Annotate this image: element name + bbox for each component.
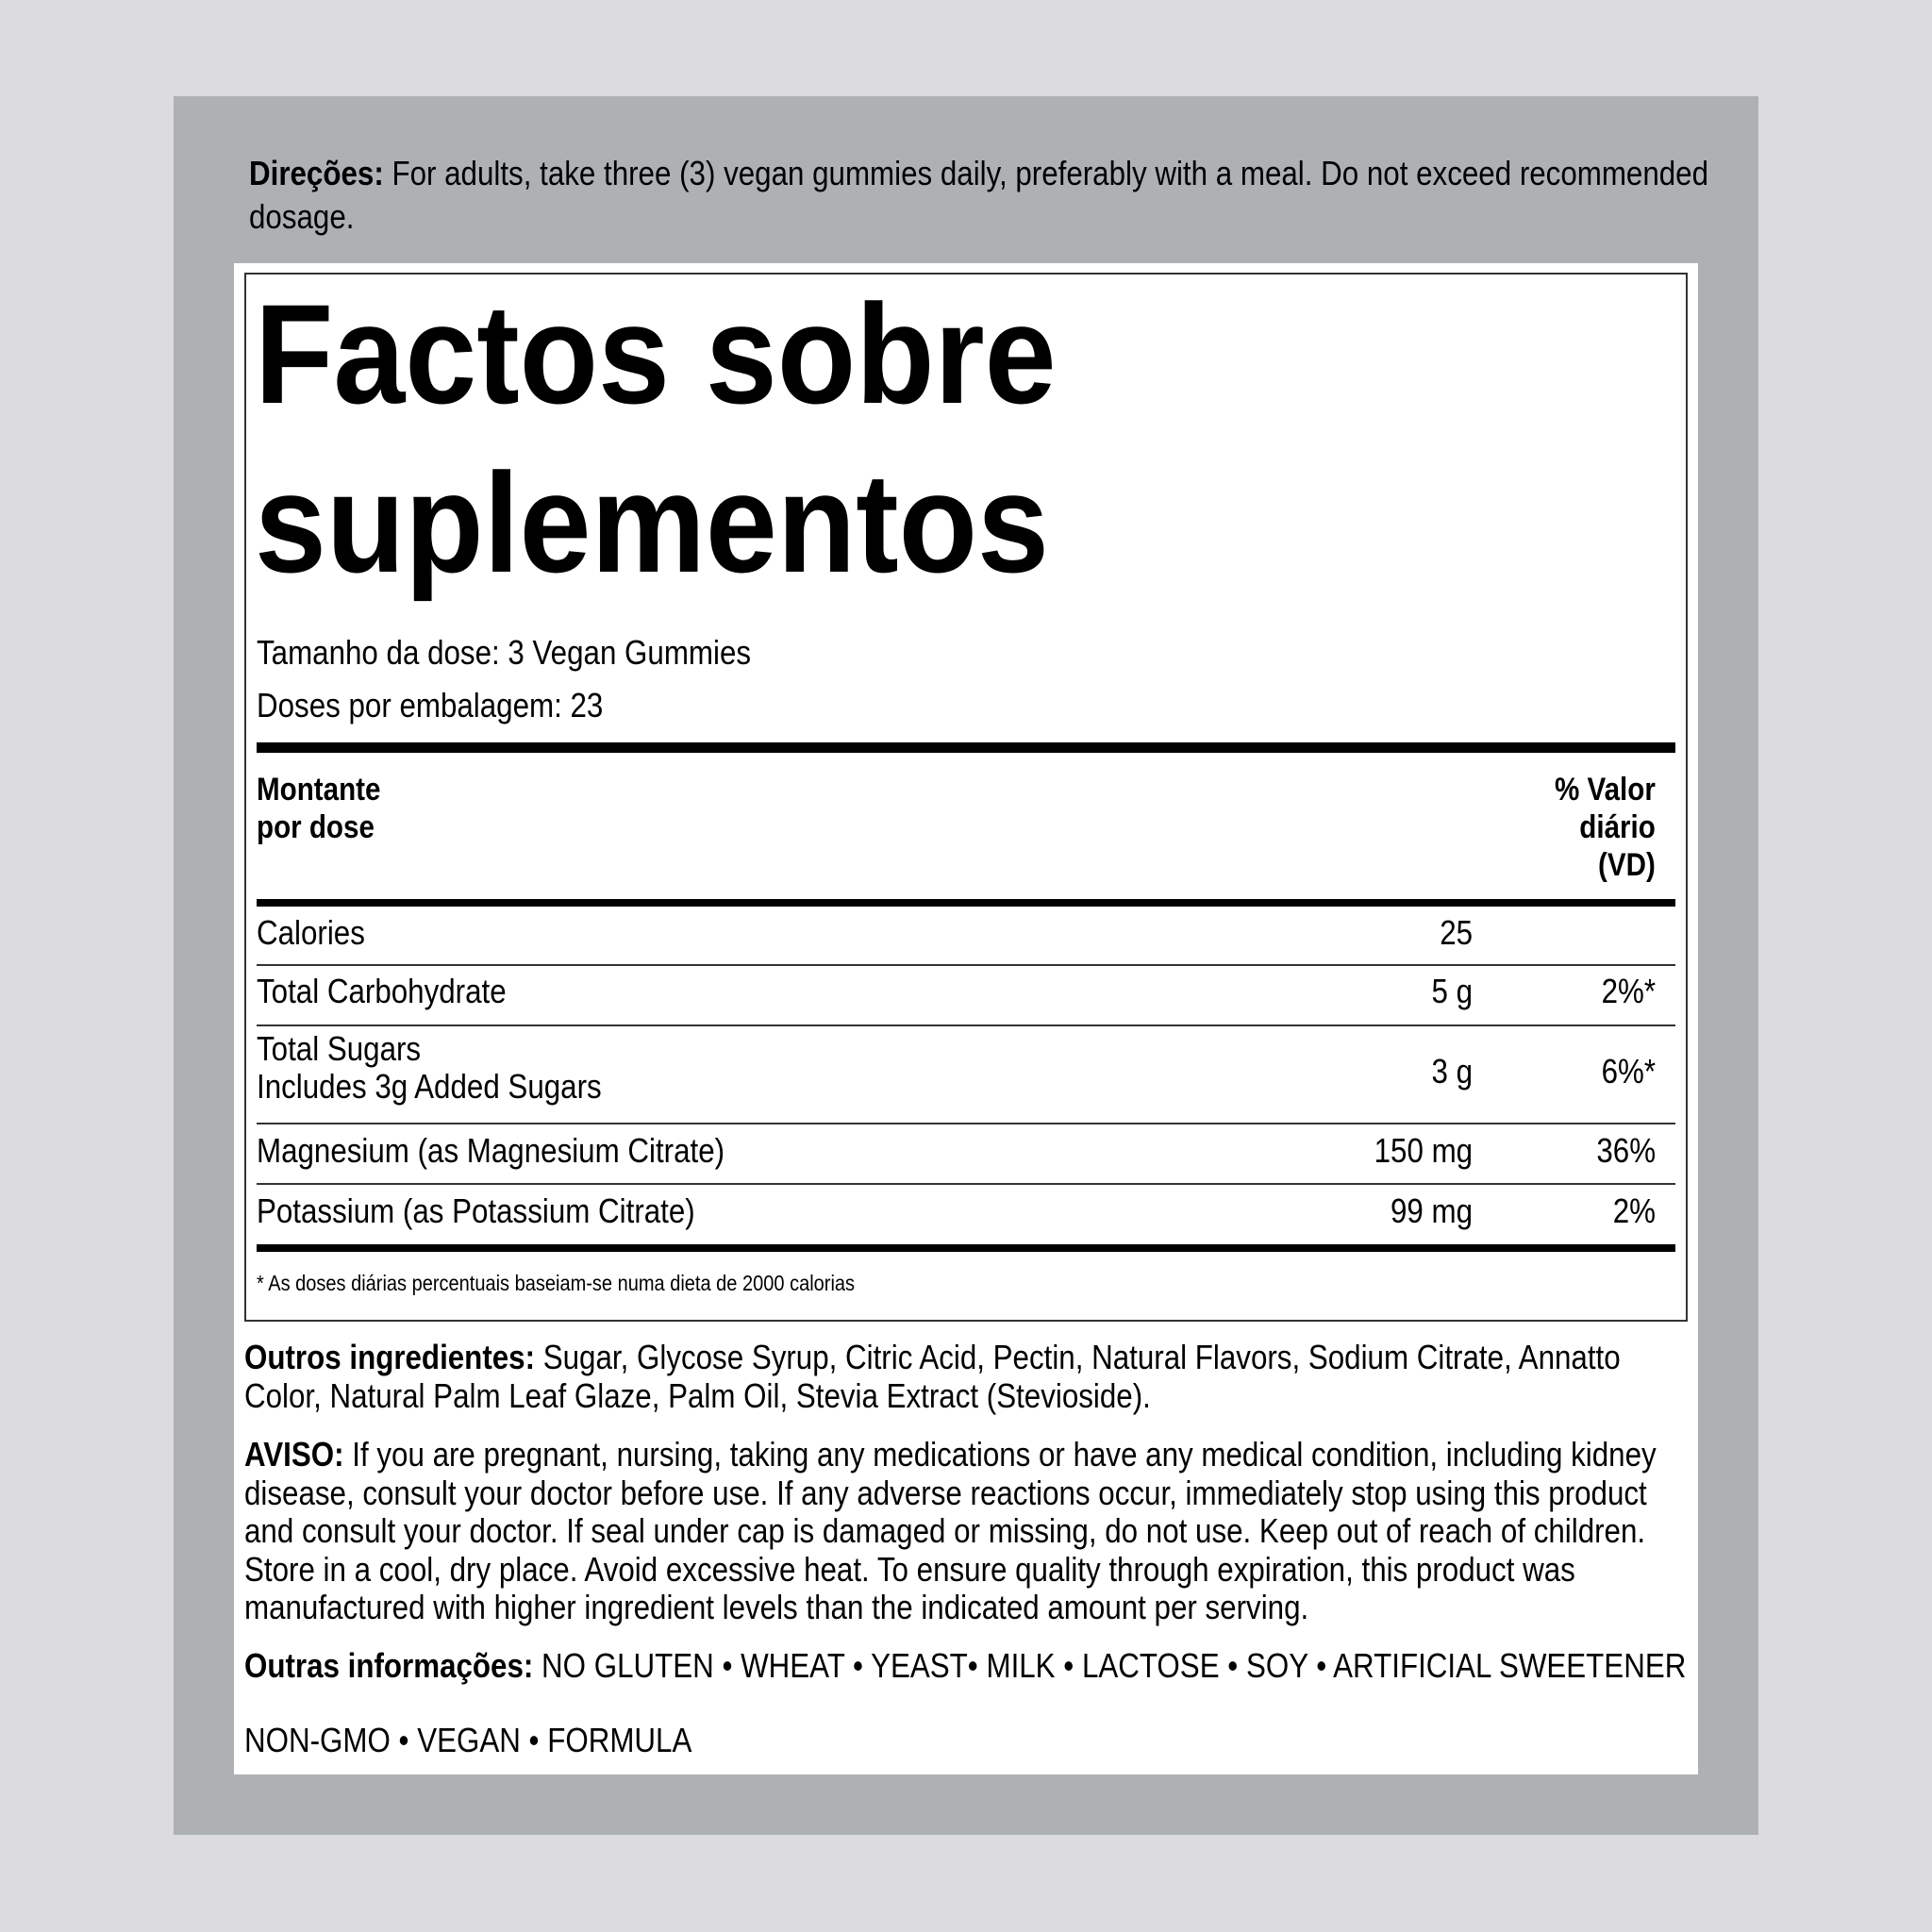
- serving-size: Tamanho da dose: 3 Vegan Gummies: [257, 633, 752, 672]
- nutrient-dv: 36%: [1596, 1131, 1656, 1170]
- label-white-area: [234, 263, 1698, 1774]
- nutrient-name: Total Carbohydrate: [257, 972, 507, 1010]
- supplement-facts-box: [244, 273, 1688, 1322]
- servings-per-container: Doses por embalagem: 23: [257, 686, 604, 724]
- nutrient-amount: 3 g: [1431, 1052, 1473, 1091]
- row-divider: [257, 1183, 1675, 1185]
- facts-title-line1: Factos sobre: [255, 275, 1057, 433]
- directions: Direções: For adults, take three (3) veg…: [249, 152, 1726, 239]
- nutrient-amount: 150 mg: [1374, 1131, 1473, 1170]
- warning: AVISO: If you are pregnant, nursing, tak…: [244, 1435, 1684, 1627]
- warning-text: If you are pregnant, nursing, taking any…: [244, 1435, 1657, 1626]
- thick-divider: [257, 1244, 1675, 1252]
- thick-divider: [257, 742, 1675, 753]
- nutrient-amount: 5 g: [1431, 972, 1473, 1010]
- row-divider: [257, 1123, 1675, 1124]
- facts-title-line2: suplementos: [255, 443, 1049, 602]
- nutrient-dv: 6%*: [1601, 1052, 1656, 1091]
- footnote: * As doses diárias percentuais baseiam-s…: [257, 1271, 856, 1295]
- other-info: Outras informações: NO GLUTEN • WHEAT • …: [244, 1646, 1687, 1686]
- other-info-line2: NON-GMO • VEGAN • FORMULA: [244, 1721, 692, 1759]
- nutrient-amount: 25: [1440, 913, 1473, 952]
- row-divider: [257, 1024, 1675, 1026]
- other-info-text: NO GLUTEN • WHEAT • YEAST• MILK • LACTOS…: [533, 1646, 1687, 1685]
- header-daily-value: % Valor diário (VD): [1555, 772, 1656, 883]
- directions-text: For adults, take three (3) vegan gummies…: [249, 154, 1709, 236]
- nutrient-name: Calories: [257, 913, 365, 952]
- nutrient-name: Potassium (as Potassium Citrate): [257, 1191, 695, 1230]
- nutrient-name: Magnesium (as Magnesium Citrate): [257, 1131, 725, 1170]
- other-ingredients: Outros ingredientes: Sugar, Glycose Syru…: [244, 1338, 1684, 1415]
- nutrient-name: Total Sugars Includes 3g Added Sugars: [257, 1029, 602, 1106]
- thick-divider: [257, 899, 1675, 907]
- row-divider: [257, 964, 1675, 966]
- warning-label: AVISO:: [244, 1435, 344, 1474]
- nutrient-amount: 99 mg: [1390, 1191, 1473, 1230]
- directions-label: Direções:: [249, 154, 384, 192]
- nutrient-dv: 2%: [1612, 1191, 1656, 1230]
- other-ingredients-text: Sugar, Glycose Syrup, Citric Acid, Pecti…: [244, 1338, 1621, 1415]
- header-amount: Montante por dose: [257, 772, 381, 845]
- nutrient-dv: 2%*: [1601, 972, 1656, 1010]
- other-info-label: Outras informações:: [244, 1646, 534, 1685]
- other-ingredients-label: Outros ingredientes:: [244, 1338, 536, 1376]
